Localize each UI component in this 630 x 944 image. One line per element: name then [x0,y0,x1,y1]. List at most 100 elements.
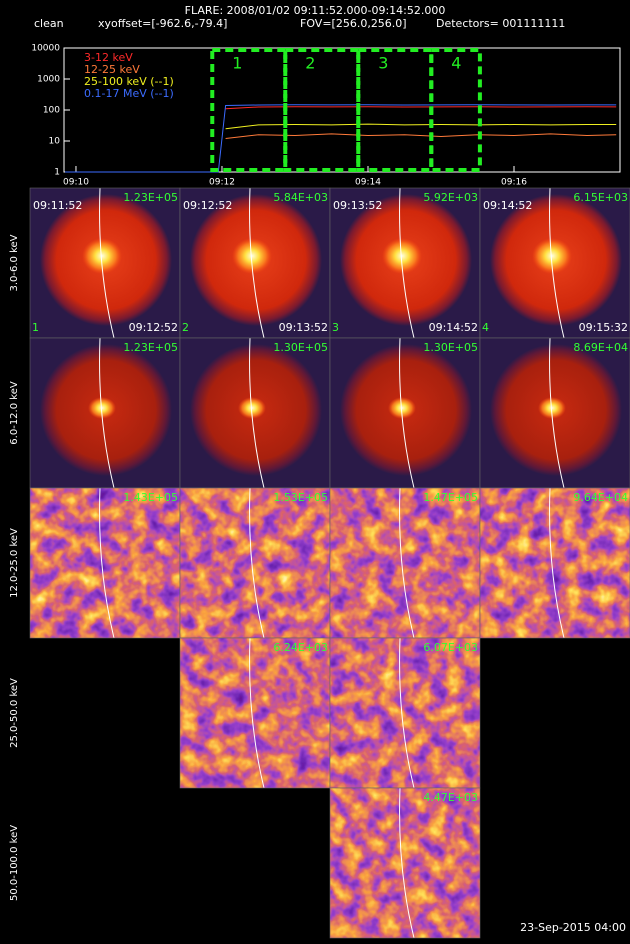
noise-image [330,638,480,788]
solar-limb [99,338,115,488]
panel-start: 09:13:52 [333,199,382,212]
source [382,238,422,274]
panel-index: 2 [182,321,189,334]
image-panel [330,188,480,338]
interval-box [429,48,482,172]
image-panel [30,488,180,638]
x-tick-label: 09:12 [209,178,235,188]
row-label: 3.0-6.0 keV [9,234,20,291]
image-panel [330,488,480,638]
solar-limb [99,488,115,638]
panel-max: 5.92E+03 [423,191,478,204]
legend-entry: 12-25 keV [84,63,140,76]
series-line [225,123,617,130]
panel-index: 3 [332,321,339,334]
panel-border [479,487,630,639]
noise-image [330,488,480,638]
source [532,238,572,274]
panel-max: 6.15E+03 [573,191,628,204]
panel-max: 8.69E+04 [573,341,628,354]
y-tick-label: 100 [43,106,60,116]
row-label: 25.0-50.0 keV [9,678,20,748]
source [82,238,122,274]
series-line [65,104,617,173]
solar-limb [399,338,415,488]
image-panel [180,338,330,488]
source [388,397,416,419]
solar-limb [399,788,415,938]
solar-limb [399,188,415,338]
solar-limb [99,188,115,338]
image-panel [330,338,480,488]
detectors: Detectors= 001111111 [436,17,565,30]
image-panel [480,488,630,638]
image-panel [330,788,480,938]
panel-max: 1.30E+05 [273,341,328,354]
legend-entry: 3-12 keV [84,51,133,64]
panel-max: 6.24E+03 [273,641,328,654]
noise-image [180,488,330,638]
panel-start: 09:14:52 [483,199,532,212]
image-panel [480,338,630,488]
source [88,397,116,419]
noise-image [30,488,180,638]
x-tick-label: 09:16 [501,178,527,188]
legend-entry: 25-100 keV (--1) [84,75,174,88]
interval-label: 3 [378,54,388,73]
image-panel [480,188,630,338]
footer: 23-Sep-2015 04:00 [520,921,626,934]
panel-max: 1.43E+05 [123,491,178,504]
panel-index: 4 [482,321,489,334]
panel-max: 9.64E+04 [573,491,628,504]
interval-label: 4 [451,54,461,73]
image-panel [330,638,480,788]
noise-image [480,488,630,638]
method: clean [34,17,64,30]
panel-max: 4.47E+03 [423,791,478,804]
panel-border [329,787,481,939]
solar-limb [399,638,415,788]
image-panel [180,488,330,638]
panel-start: 09:12:52 [183,199,232,212]
panel-end: 09:14:52 [429,321,478,334]
solar-limb [549,338,565,488]
legend-entry: 0.1-17 MeV (--1) [84,87,174,100]
solar-limb [249,338,265,488]
image-panel [30,338,180,488]
solar-limb [249,488,265,638]
noise-image [330,788,480,938]
source [232,238,272,274]
figure-title: FLARE: 2008/01/02 09:11:52.000-09:14:52.… [185,4,446,17]
interval-box [210,48,288,172]
image-panel [30,188,180,338]
solar-limb [249,638,265,788]
xyoffset: xyoffset=[-962.6,-79.4] [98,17,227,30]
panel-end: 09:13:52 [279,321,328,334]
panel-max: 1.30E+05 [423,341,478,354]
panel-index: 1 [32,321,39,334]
interval-box [283,48,361,172]
panel-max: 6.07E+03 [423,641,478,654]
y-tick-label: 10 [49,137,61,147]
image-panel [180,638,330,788]
row-label: 12.0-25.0 keV [9,528,20,598]
x-tick-label: 09:10 [63,178,89,188]
image-panel [180,188,330,338]
series-line [225,133,617,139]
source [238,397,266,419]
panel-end: 09:15:32 [579,321,628,334]
panel-start: 09:11:52 [33,199,82,212]
panel-end: 09:12:52 [129,321,178,334]
panel-max: 1.53E+05 [273,491,328,504]
y-tick-label: 10000 [31,44,60,54]
solar-limb [549,188,565,338]
fov: FOV=[256.0,256.0] [300,17,407,30]
panel-max: 1.47E+05 [423,491,478,504]
plot-frame [63,47,621,173]
solar-limb [249,188,265,338]
y-tick-label: 1 [54,168,60,178]
source [538,397,566,419]
noise-image [180,638,330,788]
x-tick-label: 09:14 [355,178,381,188]
